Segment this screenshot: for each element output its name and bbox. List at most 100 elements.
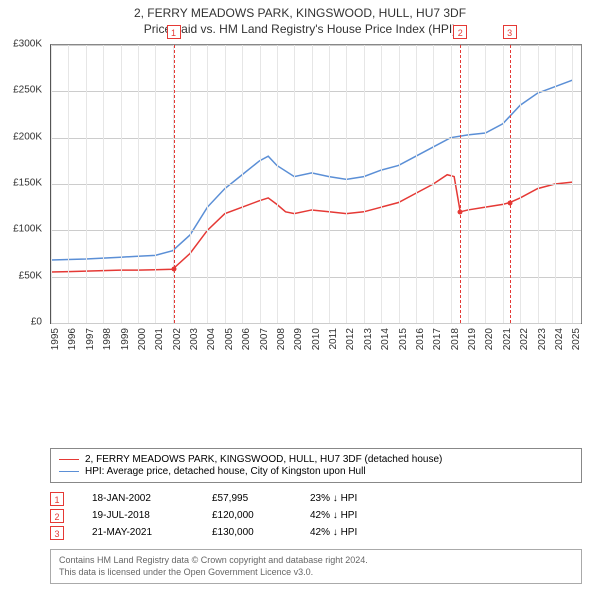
gridline-v xyxy=(121,45,122,323)
footer: Contains HM Land Registry data © Crown c… xyxy=(50,549,582,584)
gridline-v xyxy=(503,45,504,323)
gridline-v xyxy=(68,45,69,323)
x-tick-label: 1998 xyxy=(102,328,113,350)
marker-dot-2 xyxy=(458,209,463,214)
gridline-v xyxy=(260,45,261,323)
gridline-v xyxy=(346,45,347,323)
marker-dot-1 xyxy=(171,267,176,272)
gridline-v xyxy=(329,45,330,323)
legend-swatch xyxy=(59,459,79,460)
x-tick-label: 1999 xyxy=(120,328,131,350)
gridline-v xyxy=(555,45,556,323)
gridline-h xyxy=(51,91,581,92)
data-marker-num: 2 xyxy=(50,509,64,523)
x-tick-label: 2000 xyxy=(137,328,148,350)
gridline-v xyxy=(520,45,521,323)
data-pct: 23% ↓ HPI xyxy=(310,493,390,504)
x-tick-label: 2019 xyxy=(467,328,478,350)
x-tick-label: 2004 xyxy=(206,328,217,350)
x-tick-label: 2014 xyxy=(380,328,391,350)
x-tick-label: 2005 xyxy=(224,328,235,350)
data-price: £57,995 xyxy=(212,493,282,504)
marker-box-2: 2 xyxy=(453,25,467,39)
data-marker-num: 1 xyxy=(50,492,64,506)
x-tick-label: 2002 xyxy=(172,328,183,350)
x-tick-label: 2003 xyxy=(189,328,200,350)
data-date: 18-JAN-2002 xyxy=(92,493,184,504)
x-tick-label: 1995 xyxy=(50,328,61,350)
gridline-v xyxy=(225,45,226,323)
x-tick-label: 2016 xyxy=(415,328,426,350)
marker-dot-3 xyxy=(507,200,512,205)
x-tick-label: 2011 xyxy=(328,328,339,350)
x-tick-label: 2024 xyxy=(554,328,565,350)
x-tick-label: 2001 xyxy=(154,328,165,350)
gridline-v xyxy=(138,45,139,323)
y-tick-label: £50K xyxy=(19,270,42,281)
x-tick-label: 2022 xyxy=(519,328,530,350)
x-tick-label: 2015 xyxy=(398,328,409,350)
x-tick-label: 2025 xyxy=(571,328,582,350)
chart-container: 2, FERRY MEADOWS PARK, KINGSWOOD, HULL, … xyxy=(0,0,600,590)
data-pct: 42% ↓ HPI xyxy=(310,510,390,521)
marker-data-table: 1 18-JAN-2002 £57,995 23% ↓ HPI 2 19-JUL-2018… xyxy=(50,489,582,543)
y-tick-label: £200K xyxy=(13,131,42,142)
legend-row: 2, FERRY MEADOWS PARK, KINGSWOOD, HULL, … xyxy=(59,454,573,465)
gridline-v xyxy=(538,45,539,323)
gridline-h xyxy=(51,230,581,231)
y-tick-label: £300K xyxy=(13,39,42,50)
x-tick-label: 1997 xyxy=(85,328,96,350)
data-row: 1 18-JAN-2002 £57,995 23% ↓ HPI xyxy=(50,492,582,506)
title-line1: 2, FERRY MEADOWS PARK, KINGSWOOD, HULL, … xyxy=(0,6,600,20)
gridline-v xyxy=(433,45,434,323)
x-tick-label: 2010 xyxy=(311,328,322,350)
x-tick-label: 2008 xyxy=(276,328,287,350)
x-tick-label: 2006 xyxy=(241,328,252,350)
marker-line-1 xyxy=(174,45,175,323)
x-tick-label: 2017 xyxy=(432,328,443,350)
x-tick-label: 1996 xyxy=(67,328,78,350)
legend: 2, FERRY MEADOWS PARK, KINGSWOOD, HULL, … xyxy=(50,448,582,483)
gridline-v xyxy=(277,45,278,323)
x-axis-ticks: 1995 1996 1997 1998 1999 2000 2001 2002 2003 2004… xyxy=(50,324,582,358)
x-tick-label: 2012 xyxy=(345,328,356,350)
x-tick-label: 2009 xyxy=(293,328,304,350)
gridline-h xyxy=(51,277,581,278)
y-tick-label: £250K xyxy=(13,85,42,96)
gridline-v xyxy=(294,45,295,323)
y-tick-label: £150K xyxy=(13,178,42,189)
gridline-h xyxy=(51,45,581,46)
x-tick-label: 2018 xyxy=(450,328,461,350)
y-tick-label: £0 xyxy=(31,317,42,328)
marker-box-1: 1 xyxy=(167,25,181,39)
data-price: £130,000 xyxy=(212,527,282,538)
footer-line1: Contains HM Land Registry data © Crown c… xyxy=(59,554,573,567)
gridline-v xyxy=(364,45,365,323)
x-tick-label: 2023 xyxy=(537,328,548,350)
x-tick-label: 2007 xyxy=(259,328,270,350)
legend-label: 2, FERRY MEADOWS PARK, KINGSWOOD, HULL, … xyxy=(85,454,442,465)
data-row: 321-MAY-2021£130,00042% ↓ HPI xyxy=(50,526,582,540)
gridline-v xyxy=(242,45,243,323)
y-axis-ticks: £0£50K£100K£150K£200K£250K£300K xyxy=(0,44,46,324)
data-date: 19-JUL-2018 xyxy=(92,510,184,521)
marker-line-3 xyxy=(510,45,511,323)
marker-box-3: 3 xyxy=(503,25,517,39)
gridline-v xyxy=(399,45,400,323)
x-tick-label: 2021 xyxy=(502,328,513,350)
gridline-v xyxy=(207,45,208,323)
gridline-v xyxy=(381,45,382,323)
gridline-v xyxy=(155,45,156,323)
gridline-v xyxy=(190,45,191,323)
gridline-v xyxy=(468,45,469,323)
gridline-v xyxy=(312,45,313,323)
chart-block: £0£50K£100K£150K£200K£250K£300K 123 1995… xyxy=(0,38,600,442)
legend-row: HPI: Average price, detached house, City… xyxy=(59,466,573,477)
gridline-v xyxy=(51,45,52,323)
x-tick-label: 2013 xyxy=(363,328,374,350)
gridline-v xyxy=(451,45,452,323)
footer-line2: This data is licensed under the Open Gov… xyxy=(59,566,573,579)
data-marker-num: 3 xyxy=(50,526,64,540)
gridline-v xyxy=(572,45,573,323)
legend-swatch xyxy=(59,471,79,472)
